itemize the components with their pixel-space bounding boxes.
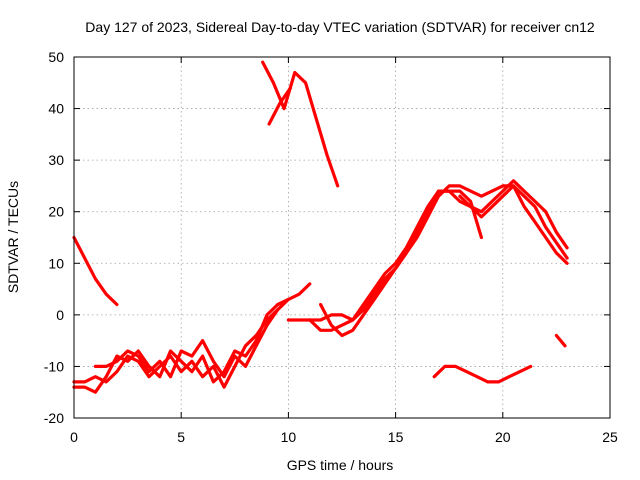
- series-line-arc-11: [432, 364, 533, 384]
- chart-title: Day 127 of 2023, Sidereal Day-to-day VTE…: [85, 19, 595, 35]
- y-tick-label: 20: [48, 204, 64, 220]
- x-tick-label: 5: [177, 429, 185, 445]
- series-line-arc-9: [319, 184, 569, 338]
- x-tick-label: 0: [70, 429, 78, 445]
- x-tick-label: 20: [495, 429, 511, 445]
- series-line-arc-1: [72, 235, 119, 307]
- y-tick-label: 30: [48, 152, 64, 168]
- y-tick-label: 40: [48, 101, 64, 117]
- y-axis-label: SDTVAR / TECUs: [5, 181, 21, 293]
- series-line-arc-5: [261, 60, 340, 188]
- series-line-arc-7: [286, 189, 483, 322]
- series-line-arc-4: [93, 308, 280, 379]
- plot-frame: [73, 56, 611, 419]
- y-tick-label: 50: [48, 49, 64, 65]
- series-group: [72, 60, 569, 394]
- series-line-arc-10: [458, 179, 569, 250]
- y-tick-label: -20: [44, 410, 64, 426]
- y-tick-label: 10: [48, 255, 64, 271]
- x-tick-label: 10: [281, 429, 297, 445]
- series-line-arc-2: [72, 282, 312, 389]
- x-tick-label: 15: [388, 429, 404, 445]
- axis-ticks: 0 5 10 15 20 25 -20 -10 0 10 20 30 40 50: [44, 49, 618, 445]
- series-line-arc-6: [267, 86, 293, 126]
- y-tick-label: 0: [56, 307, 64, 323]
- x-axis-label: GPS time / hours: [287, 457, 394, 473]
- y-tick-label: -10: [44, 358, 64, 374]
- x-tick-label: 25: [602, 429, 618, 445]
- grid: [74, 57, 610, 418]
- series-line-arc-8: [308, 184, 569, 332]
- series-line-arc-3: [72, 297, 290, 394]
- series-line-arc-12: [554, 333, 567, 348]
